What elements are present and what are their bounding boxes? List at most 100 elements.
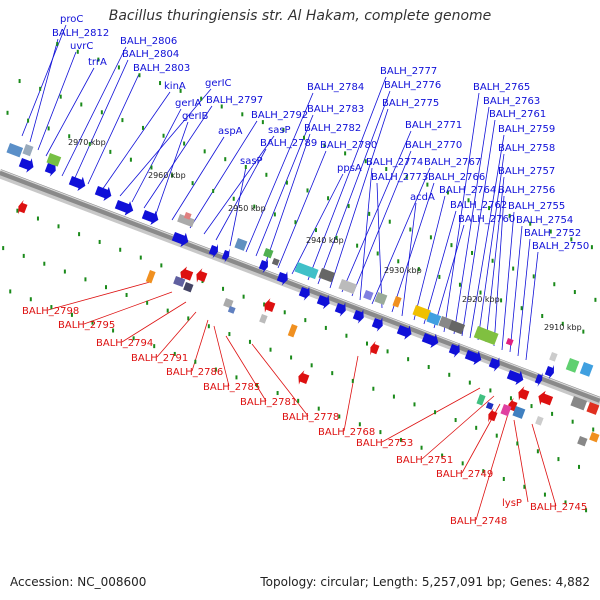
- scale-tick: [512, 266, 515, 271]
- forward-leader-line: [341, 130, 412, 293]
- forward-gene-arrow-shape: [534, 372, 543, 387]
- forward-gene-arrow-shape: [44, 162, 56, 177]
- forward-gene-label: BALH_2750: [532, 241, 589, 252]
- forward-leader-line: [443, 92, 480, 333]
- scale-tick: [468, 380, 471, 385]
- forward-leader-line: [265, 133, 311, 263]
- forward-gene-label: BALH_2789: [260, 138, 317, 149]
- forward-leader-line: [329, 108, 389, 289]
- scale-tick: [392, 394, 395, 399]
- scale-tick: [57, 224, 60, 229]
- feature-box-fill: [512, 406, 526, 419]
- scale-tick: [324, 325, 327, 330]
- scale-tick: [91, 320, 94, 325]
- forward-leader-line: [189, 120, 258, 229]
- feature-box: [512, 406, 526, 419]
- forward-leader-line: [29, 38, 59, 143]
- scale-tick: [207, 324, 210, 329]
- scale-tick: [564, 500, 567, 505]
- forward-gene-label: BALH_2803: [133, 63, 190, 74]
- scale-tick: [448, 372, 451, 377]
- feature-box: [438, 316, 454, 330]
- forward-gene-arrow-shape: [421, 333, 439, 349]
- scale-tick: [551, 411, 554, 416]
- forward-leader-line: [87, 73, 140, 185]
- feature-box: [318, 268, 336, 283]
- forward-leader-line: [525, 251, 539, 361]
- feature-box-fill: [374, 292, 388, 305]
- scale-tick: [68, 134, 71, 139]
- scale-tick: [553, 282, 556, 287]
- scale-tick: [76, 49, 79, 54]
- scale-tick: [232, 196, 235, 201]
- forward-leader-line: [509, 225, 523, 353]
- kbp-scale-label: 2970 kbp: [68, 138, 106, 147]
- forward-leader-line: [203, 135, 275, 235]
- scale-tick: [347, 204, 350, 209]
- scale-tick: [365, 341, 368, 346]
- feature-box: [392, 296, 402, 308]
- scale-tick: [285, 180, 288, 185]
- feature-box-fill: [223, 298, 234, 309]
- scale-tick: [426, 182, 429, 187]
- scale-tick: [98, 239, 101, 244]
- forward-leader-line: [493, 195, 505, 347]
- map-title: Bacillus thuringiensis str. Al Hakam, co…: [108, 8, 492, 24]
- scale-tick: [557, 457, 560, 462]
- forward-gene-label: BALH_2764: [439, 185, 496, 196]
- scale-tick: [253, 204, 256, 209]
- scale-tick: [50, 305, 53, 310]
- feature-box-fill: [500, 404, 512, 417]
- scale-tick: [105, 285, 108, 290]
- reverse-leader-line: [421, 395, 495, 460]
- forward-gene-label: BALH_2762: [450, 200, 507, 211]
- reverse-gene-arrow-shape: [538, 390, 554, 406]
- scale-tick: [488, 206, 491, 211]
- forward-gene-arrow: [276, 271, 288, 286]
- feature-box: [577, 436, 588, 447]
- reverse-gene-arrow-shape: [488, 408, 498, 423]
- scale-tick: [446, 190, 449, 195]
- scale-tick: [171, 173, 174, 178]
- scale-tick: [356, 243, 359, 248]
- forward-gene-arrow: [488, 357, 500, 372]
- feature-box-fill: [177, 214, 195, 228]
- reverse-gene-arrow: [264, 298, 276, 313]
- reverse-gene-label: BALH_2795: [58, 320, 115, 331]
- forward-gene-arrow-shape: [68, 176, 86, 192]
- forward-gene-label: proC: [60, 14, 83, 25]
- forward-leader-line: [45, 67, 95, 157]
- kbp-scale-label: 2950 kbp: [228, 204, 266, 213]
- scale-tick: [242, 294, 245, 299]
- scale-tick: [241, 112, 244, 117]
- reverse-gene-arrow-shape: [180, 266, 194, 281]
- reverse-leader-line: [83, 291, 173, 325]
- forward-leader-line: [371, 167, 431, 305]
- scale-tick: [224, 157, 227, 162]
- scale-tick: [397, 259, 400, 264]
- scale-tick: [585, 508, 588, 513]
- feature-box-fill: [485, 402, 494, 410]
- forward-gene-arrow: [208, 243, 218, 259]
- scale-tick: [191, 181, 194, 186]
- forward-gene-label: BALH_2775: [382, 98, 439, 109]
- feature-box: [579, 362, 594, 377]
- forward-gene-label: BALH_2804: [122, 49, 179, 60]
- forward-gene-label: BALH_2797: [206, 95, 263, 106]
- feature-box: [173, 276, 186, 288]
- feature-box: [448, 320, 466, 335]
- feature-box: [22, 144, 34, 157]
- forward-leader-line: [291, 173, 344, 275]
- forward-gene-label: BALH_2766: [428, 172, 485, 183]
- forward-leader-line: [245, 92, 314, 253]
- scale-tick: [500, 298, 503, 303]
- scale-tick: [314, 228, 317, 233]
- forward-gene-label: BALH_2783: [307, 104, 364, 115]
- scale-tick: [438, 274, 441, 279]
- feature-box: [426, 312, 442, 326]
- scale-tick: [80, 102, 83, 107]
- forward-leader-line: [413, 195, 446, 321]
- kbp-scale-label: 2910 kbp: [544, 323, 582, 332]
- scale-tick: [228, 332, 231, 337]
